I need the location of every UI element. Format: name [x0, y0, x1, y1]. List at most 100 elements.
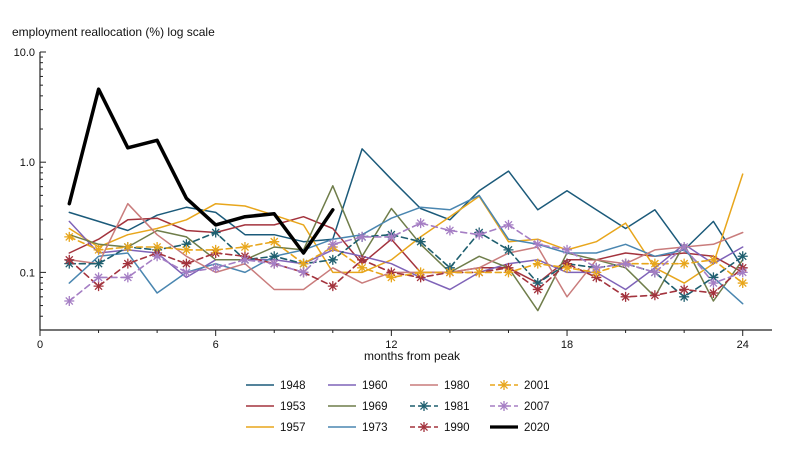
- data-point-1990: [649, 290, 660, 301]
- data-point-1981: [708, 272, 719, 283]
- series-line-1948: [68, 148, 744, 269]
- data-point-2001: [532, 258, 543, 269]
- series-1973: [68, 194, 744, 305]
- series-1980: [68, 202, 744, 298]
- data-point-2007: [620, 258, 631, 269]
- data-point-2007: [649, 267, 660, 278]
- series-1981: [64, 227, 748, 302]
- data-point-1990: [591, 272, 602, 283]
- data-point-2007: [122, 272, 133, 283]
- data-point-2007: [503, 219, 514, 230]
- series-line-1980: [68, 202, 744, 298]
- series-line-2007: [68, 222, 744, 302]
- data-point-2007: [239, 254, 250, 265]
- series-2007: [64, 218, 748, 306]
- legend-item-1980: 1980: [410, 380, 470, 392]
- x-tick-label: 6: [213, 339, 219, 351]
- data-point-2001: [298, 258, 309, 269]
- legend-item-1957: 1957: [246, 422, 306, 434]
- series-line-1973: [68, 194, 744, 305]
- data-point-2001: [415, 267, 426, 278]
- data-point-2001: [444, 267, 455, 278]
- data-point-2007: [298, 267, 309, 278]
- y-tick-label: 1.0: [20, 157, 35, 169]
- data-point-2007: [357, 231, 368, 242]
- y-tick-label: 0.1: [20, 267, 35, 279]
- legend-item-1953: 1953: [246, 401, 306, 413]
- data-point-1990: [532, 284, 543, 295]
- legend-label: 2020: [524, 422, 550, 434]
- data-point-1990: [620, 291, 631, 302]
- series-2001: [64, 231, 748, 289]
- data-point-1981: [181, 239, 192, 250]
- data-point-2007: [679, 241, 690, 252]
- legend-label: 1953: [280, 401, 306, 413]
- series-line-1957: [68, 173, 744, 284]
- data-point-2001: [386, 272, 397, 283]
- x-tick-label: 12: [385, 339, 397, 351]
- data-point-2001: [64, 231, 75, 242]
- legend-item-2020: 2020: [490, 422, 550, 434]
- legend-label: 1960: [362, 380, 388, 392]
- legend-label: 1990: [444, 422, 470, 434]
- data-point-1990: [357, 254, 368, 265]
- legend-item-1973: 1973: [328, 422, 388, 434]
- legend-marker: [499, 401, 509, 411]
- data-point-2001: [181, 244, 192, 255]
- series-line-1969: [68, 185, 744, 312]
- data-point-1981: [327, 254, 338, 265]
- data-point-2001: [269, 236, 280, 247]
- data-point-2001: [93, 244, 104, 255]
- data-point-1990: [64, 254, 75, 265]
- y-axis-label: employment reallocation (%) log scale: [12, 25, 215, 39]
- data-point-2001: [210, 244, 221, 255]
- data-point-2001: [357, 262, 368, 273]
- data-point-2007: [474, 229, 485, 240]
- x-ticks: 0 6 12 18 24: [37, 330, 749, 351]
- legend-item-1981: 1981: [410, 401, 470, 413]
- data-point-1990: [386, 267, 397, 278]
- legend-item-1948: 1948: [246, 380, 306, 392]
- legend-label: 1948: [280, 380, 306, 392]
- data-point-2001: [679, 258, 690, 269]
- data-point-1990: [415, 272, 426, 283]
- series-1953: [68, 215, 744, 284]
- x-tick-label: 0: [37, 339, 43, 351]
- data-point-2001: [737, 278, 748, 289]
- legend-item-1960: 1960: [328, 380, 388, 392]
- legend-label: 1981: [444, 401, 470, 413]
- data-point-1981: [532, 278, 543, 289]
- data-point-2001: [708, 254, 719, 265]
- data-point-1981: [210, 227, 221, 238]
- data-point-1990: [708, 288, 719, 298]
- y-ticks: 0.1 1.0 10.0: [14, 47, 46, 331]
- legend-label: 1973: [362, 422, 388, 434]
- data-point-1990: [679, 284, 690, 295]
- data-point-2007: [64, 295, 75, 306]
- data-point-2007: [444, 225, 455, 236]
- x-tick-label: 24: [737, 339, 749, 351]
- data-point-2007: [386, 231, 397, 242]
- plot-series: [64, 87, 748, 312]
- data-point-2001: [122, 241, 133, 252]
- data-point-2001: [152, 241, 163, 252]
- series-line-1953: [68, 215, 744, 284]
- legend-marker: [499, 380, 509, 390]
- data-point-2001: [474, 267, 485, 278]
- data-point-2007: [532, 239, 543, 250]
- data-point-1990: [181, 258, 192, 269]
- legend-item-1990: 1990: [410, 422, 470, 434]
- data-point-2007: [562, 244, 573, 255]
- legend-item-2007: 2007: [490, 401, 550, 413]
- data-point-2001: [239, 241, 250, 252]
- data-point-1981: [93, 258, 104, 269]
- y-tick-label: 10.0: [14, 47, 35, 59]
- legend-label: 2001: [524, 380, 550, 392]
- data-point-1990: [122, 258, 133, 269]
- series-line-1960: [68, 220, 744, 291]
- data-point-2001: [649, 258, 660, 269]
- data-point-2007: [269, 258, 280, 269]
- legend-item-1969: 1969: [328, 401, 388, 413]
- data-point-1981: [269, 251, 280, 262]
